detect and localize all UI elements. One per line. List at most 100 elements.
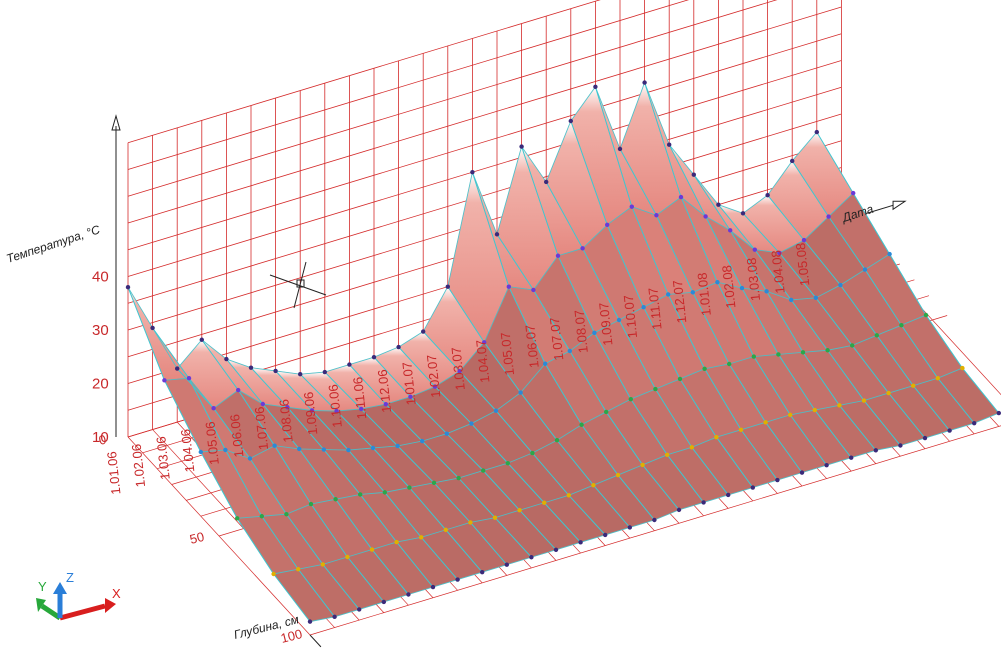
data-point — [825, 348, 830, 353]
data-point — [272, 443, 277, 448]
date-tick-label: 1.08.07 — [571, 309, 590, 354]
data-point — [468, 520, 473, 525]
date-tick-label: 1.01.06 — [104, 451, 123, 496]
date-tick-label: 1.05.08 — [793, 242, 812, 287]
x-arrowhead-icon — [105, 598, 116, 613]
data-point — [800, 350, 806, 355]
data-point — [320, 562, 325, 567]
data-point — [506, 284, 511, 289]
data-point — [517, 508, 522, 513]
date-tick-label: 1.02.06 — [129, 443, 148, 488]
data-point — [851, 190, 856, 196]
data-point — [529, 555, 534, 560]
data-point — [752, 247, 757, 252]
data-point — [260, 401, 265, 407]
contour-line — [791, 160, 975, 424]
data-point — [346, 447, 351, 453]
wall-gridline-horizontal — [127, 0, 690, 170]
contour-line — [521, 146, 704, 503]
date-tick-label: 1.04.06 — [178, 428, 197, 473]
data-point — [518, 390, 523, 395]
data-point — [701, 500, 706, 505]
data-point — [408, 394, 413, 399]
date-tick-label: 1.06.07 — [522, 324, 541, 369]
data-point — [554, 438, 560, 443]
data-point — [714, 435, 719, 440]
data-point — [396, 344, 401, 350]
data-point — [591, 482, 596, 488]
contour-line — [718, 204, 901, 446]
data-point — [703, 214, 708, 219]
data-point — [580, 246, 585, 251]
data-point — [874, 333, 879, 338]
data-point — [394, 539, 399, 545]
data-point — [530, 450, 535, 456]
data-point — [420, 438, 425, 444]
date-tick-label: 1.03.06 — [153, 436, 172, 481]
data-point — [738, 427, 744, 432]
z-axis-title: Температура, °С — [5, 222, 102, 266]
data-point — [419, 535, 424, 540]
data-point — [198, 449, 203, 455]
data-point — [652, 517, 657, 523]
data-point — [444, 431, 449, 436]
data-point — [972, 420, 977, 426]
contour-line — [176, 368, 360, 610]
y-axis-arrow-icon — [40, 603, 62, 621]
data-point — [690, 290, 695, 295]
data-point — [640, 462, 645, 468]
data-point — [751, 354, 756, 359]
contour-line — [496, 234, 680, 511]
data-point — [578, 540, 583, 545]
data-point — [873, 448, 878, 453]
data-point — [911, 383, 916, 388]
contour-line — [816, 131, 1000, 414]
data-point — [273, 368, 278, 374]
data-point — [470, 170, 475, 175]
data-point — [259, 514, 264, 519]
data-point — [223, 447, 228, 453]
data-point — [689, 445, 694, 450]
data-point — [813, 295, 818, 301]
data-point — [715, 279, 720, 285]
data-point — [469, 421, 474, 426]
data-point — [923, 312, 929, 318]
data-point — [678, 194, 684, 200]
contour-line — [373, 356, 557, 551]
contour-line — [619, 148, 803, 473]
data-point — [457, 368, 462, 374]
data-point — [764, 289, 769, 294]
data-point — [960, 365, 965, 371]
ucs-icon: Z Y X — [36, 570, 121, 621]
data-point — [358, 492, 363, 497]
contour-line — [299, 373, 483, 573]
data-point — [629, 204, 634, 209]
depth-tick-label: 50 — [188, 529, 206, 547]
date-tick-label: 1.12.06 — [375, 369, 394, 414]
data-point — [777, 250, 782, 256]
data-point — [332, 614, 337, 620]
data-point — [886, 390, 891, 396]
data-point — [605, 222, 610, 227]
data-point — [333, 497, 338, 502]
date-tick-label: 1.07.07 — [547, 317, 566, 362]
data-point — [676, 507, 682, 513]
data-point — [382, 490, 387, 495]
data-point — [553, 547, 559, 552]
data-point — [666, 292, 671, 297]
data-point — [555, 253, 561, 258]
data-point — [383, 402, 388, 407]
z-tick-label: 20 — [92, 376, 109, 393]
contour-line — [152, 327, 335, 618]
data-point — [739, 285, 745, 291]
data-point — [616, 317, 622, 323]
data-point — [799, 470, 805, 475]
date-axis-arrow-icon — [892, 200, 907, 211]
contour-line — [447, 286, 631, 528]
date-tick-label: 1.05.07 — [498, 331, 517, 376]
data-point — [395, 443, 400, 449]
data-point — [371, 354, 377, 360]
data-point — [298, 371, 303, 377]
ucs-z-label: Z — [66, 570, 74, 585]
data-point — [455, 577, 460, 582]
